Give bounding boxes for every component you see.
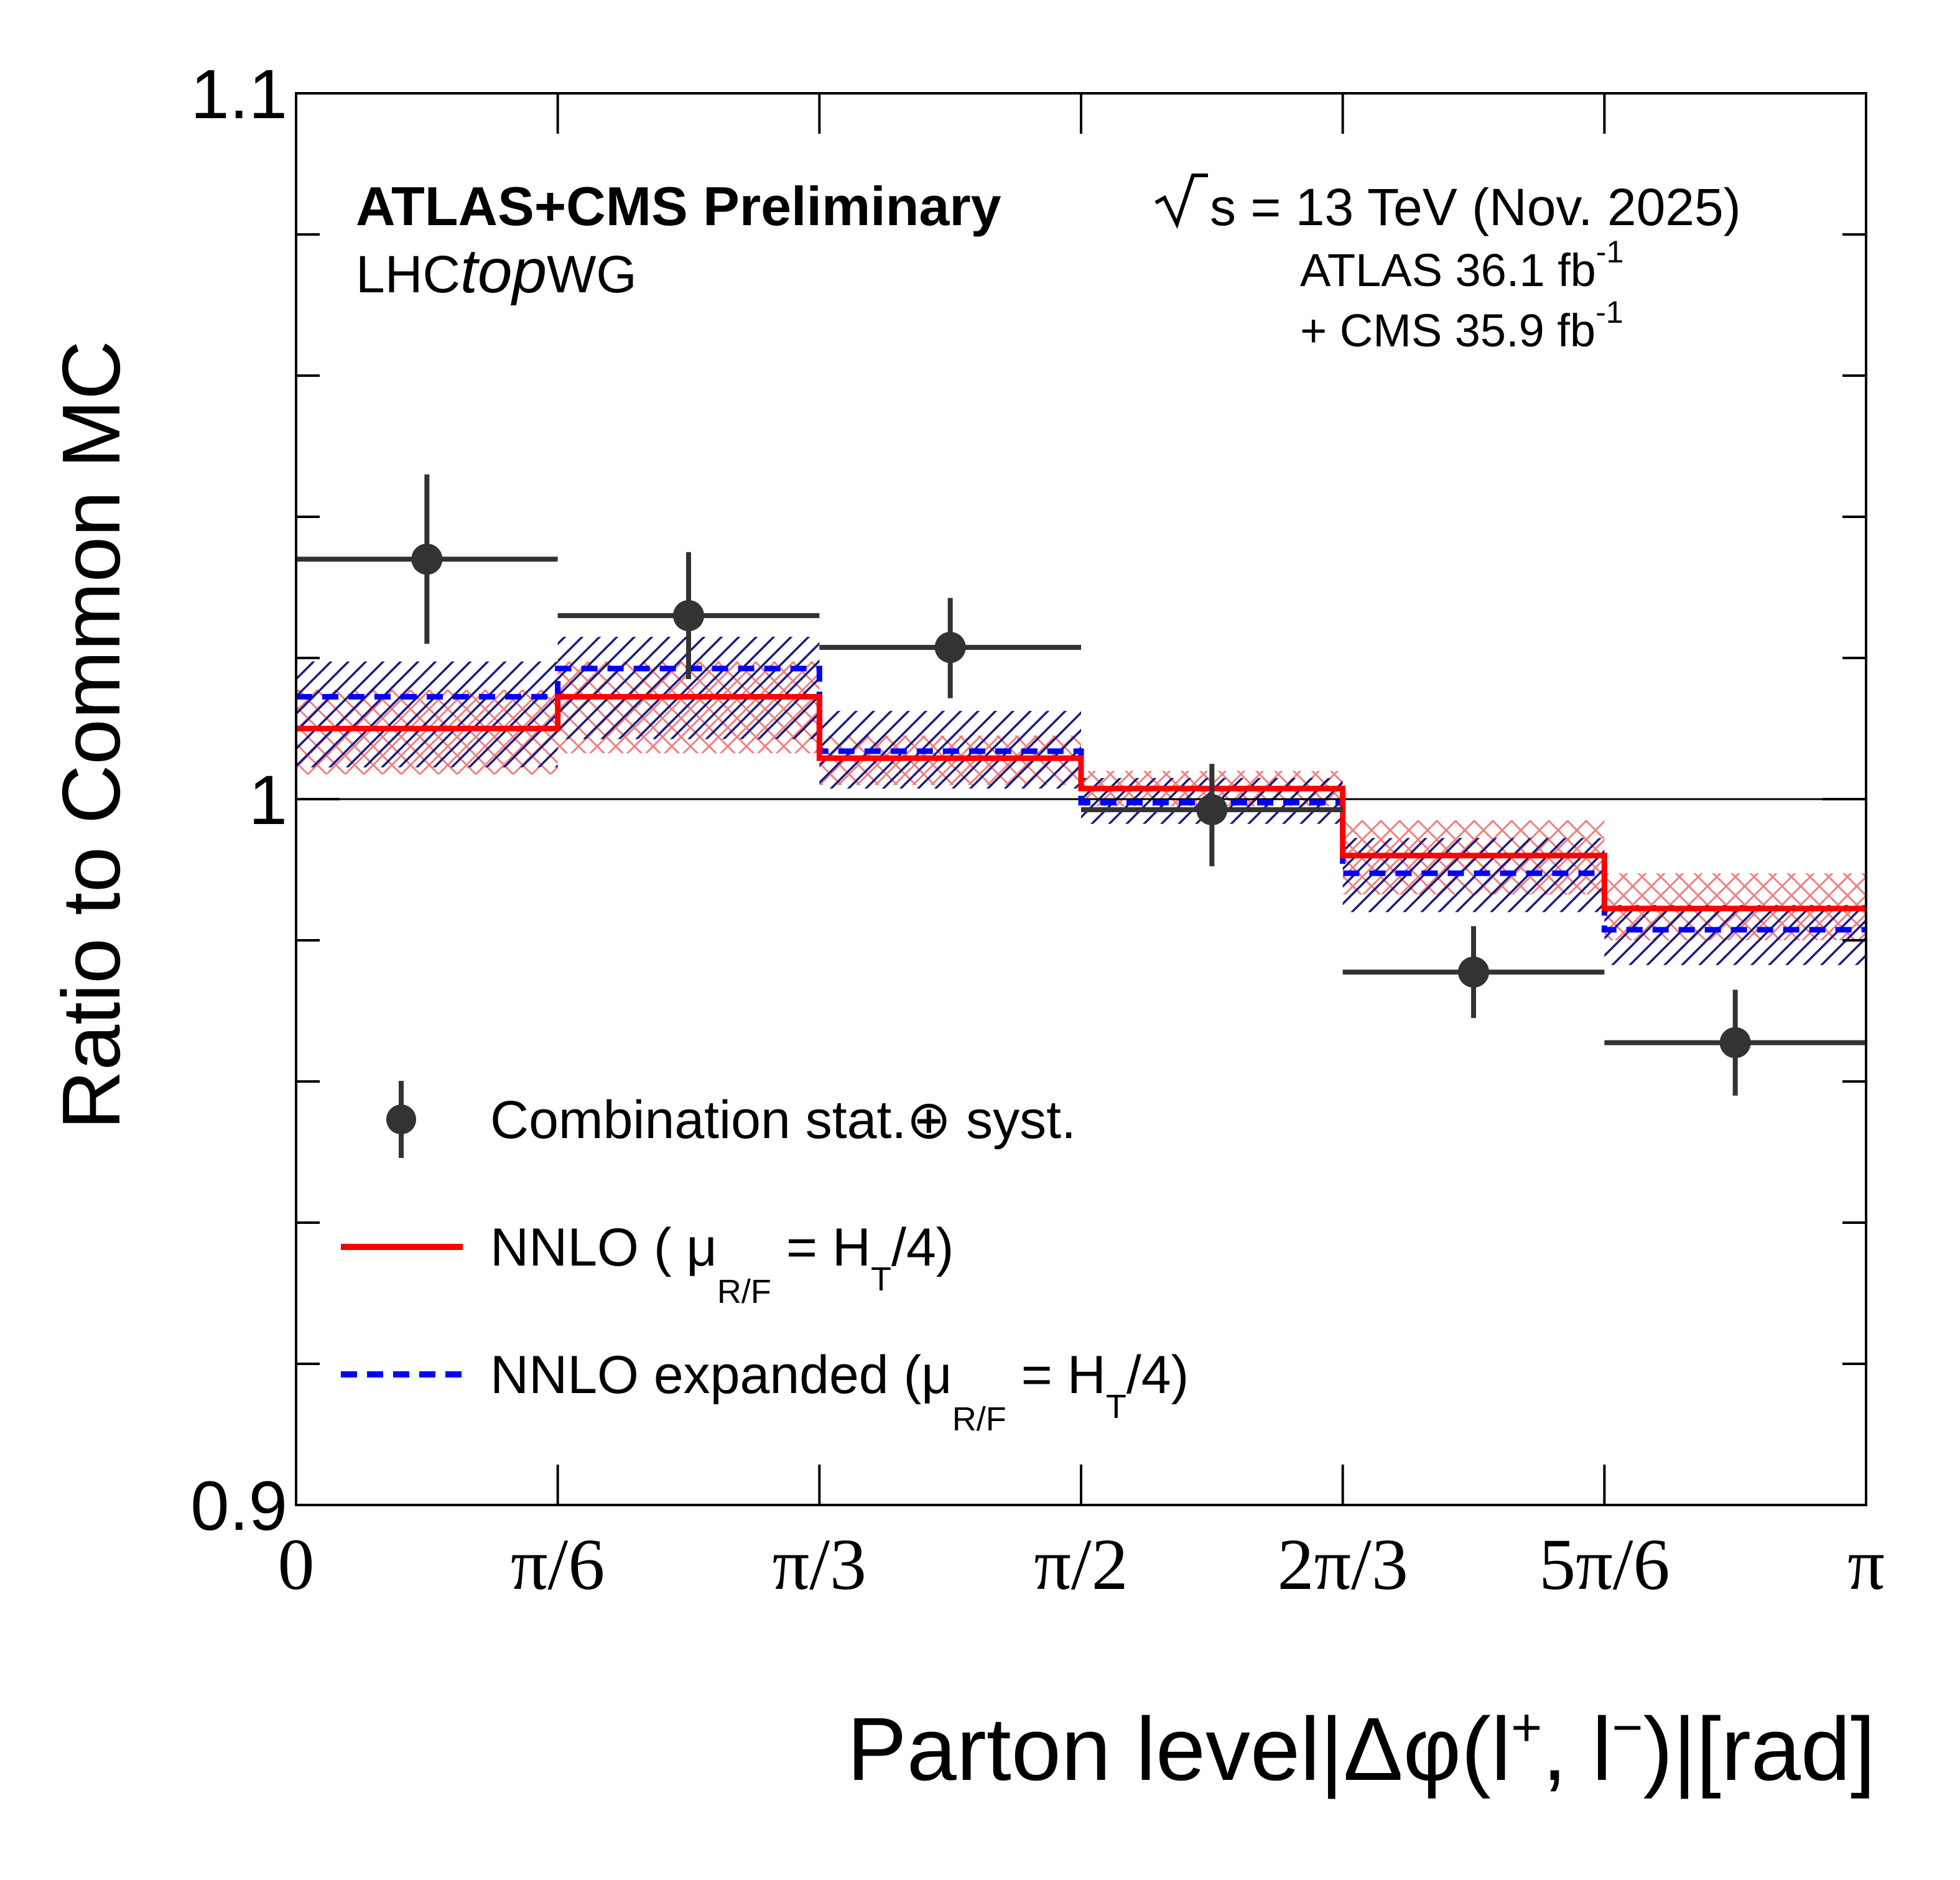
legend-nnlo-mid: = H: [771, 1218, 871, 1277]
x-axis-title-plus: +: [1511, 1698, 1542, 1757]
data-point-marker-0: [411, 544, 443, 575]
data-points: [296, 474, 1866, 1096]
prediction-steps: [296, 665, 1866, 933]
sqrt-symbol-icon: [1154, 174, 1208, 229]
y-tick-label-2: 1.1: [190, 55, 287, 133]
data-point-3: [1081, 764, 1343, 866]
legend-exp-suffix: /4): [1126, 1345, 1189, 1405]
legend-nnlo-suffix: /4): [891, 1218, 954, 1277]
legend-data-marker: [386, 1081, 416, 1158]
data-point-5: [1604, 989, 1866, 1096]
nnlo-expanded-band-5: [1604, 905, 1866, 965]
legend-exp-sub2: T: [1106, 1388, 1126, 1425]
y-tick-label-0: 0.9: [190, 1467, 287, 1545]
data-point-4: [1342, 926, 1605, 1018]
legend-nnlo-label: NNLO ( μR/F = HT/4): [490, 1218, 954, 1310]
wg-italic: top: [460, 236, 547, 306]
legend-exp-prefix: NNLO expanded (μ: [490, 1345, 952, 1405]
x-tick-label-2: π/3: [773, 1524, 866, 1605]
x-tick-label-3: π/2: [1034, 1524, 1128, 1605]
x-axis-title-comma: , l: [1542, 1699, 1612, 1799]
lumi-atlas-label: ATLAS 36.1 fb-1: [1300, 234, 1623, 296]
x-tick-label-5: 5π/6: [1539, 1524, 1670, 1605]
axis-ticks: [296, 92, 1866, 1506]
energy-label: s = 13 TeV (Nov. 2025): [1210, 178, 1741, 236]
data-point-2: [819, 598, 1081, 698]
lumi-atlas-exp: -1: [1596, 234, 1623, 269]
wg-prefix: LHC: [356, 245, 460, 303]
x-tick-label-6: π: [1847, 1524, 1885, 1605]
x-tick-label-1: π/6: [511, 1524, 605, 1605]
working-group-label: LHCtopWG: [356, 236, 637, 306]
x-axis-title-delta-phi: Δφ(l: [1344, 1699, 1512, 1799]
lumi-cms-text: + CMS 35.9 fb: [1300, 305, 1595, 356]
lumi-cms-exp: -1: [1595, 295, 1623, 330]
legend-nnlo-sub2: T: [871, 1261, 891, 1298]
x-axis-title-prefix: Parton level: [847, 1699, 1320, 1799]
legend-exp-sub: R/F: [952, 1401, 1006, 1438]
x-axis-title-close: ): [1643, 1699, 1673, 1799]
legend: Combination stat.⊕ syst. NNLO ( μR/F = H…: [341, 1081, 1189, 1438]
y-tick-label-1: 1: [249, 761, 287, 839]
data-point-marker-3: [1196, 794, 1228, 826]
x-tick-label-0: 0: [278, 1524, 315, 1605]
x-axis-title: Parton level|Δφ(l+, l−)|[rad]: [847, 1698, 1875, 1799]
nnlo-step-line: [296, 693, 1866, 912]
axis-tick-labels: 0 π/6 π/3 π/2 2π/3 5π/6 π 0.9 1 1.1: [190, 55, 1884, 1605]
data-point-0: [296, 474, 558, 644]
lumi-cms-label: + CMS 35.9 fb-1: [1300, 295, 1623, 356]
legend-nnlo-sub: R/F: [717, 1273, 771, 1310]
x-axis-title-unit: [rad]: [1696, 1699, 1875, 1799]
legend-expanded-label: NNLO expanded (μR/F = HT/4): [490, 1345, 1189, 1438]
legend-exp-mid: = H: [1006, 1345, 1106, 1405]
data-point-marker-2: [934, 631, 966, 663]
experiment-label: ATLAS+CMS Preliminary: [356, 175, 1001, 237]
lumi-atlas-text: ATLAS 36.1 fb: [1300, 244, 1596, 296]
legend-nnlo-prefix: NNLO ( μ: [490, 1218, 717, 1277]
data-point-1: [557, 552, 820, 680]
x-axis-title-minus: −: [1612, 1698, 1643, 1757]
energy-label-group: s = 13 TeV (Nov. 2025): [1154, 174, 1741, 236]
legend-data-label: Combination stat.⊕ syst.: [490, 1090, 1076, 1150]
data-point-marker-4: [1458, 956, 1489, 988]
y-axis-title: Ratio to Common MC: [45, 340, 137, 1129]
data-point-marker-5: [1719, 1027, 1751, 1058]
data-point-marker-1: [673, 600, 704, 631]
x-tick-label-4: 2π/3: [1277, 1524, 1408, 1605]
nnlo-expanded-band-0: [296, 661, 558, 767]
wg-suffix: WG: [547, 245, 637, 303]
